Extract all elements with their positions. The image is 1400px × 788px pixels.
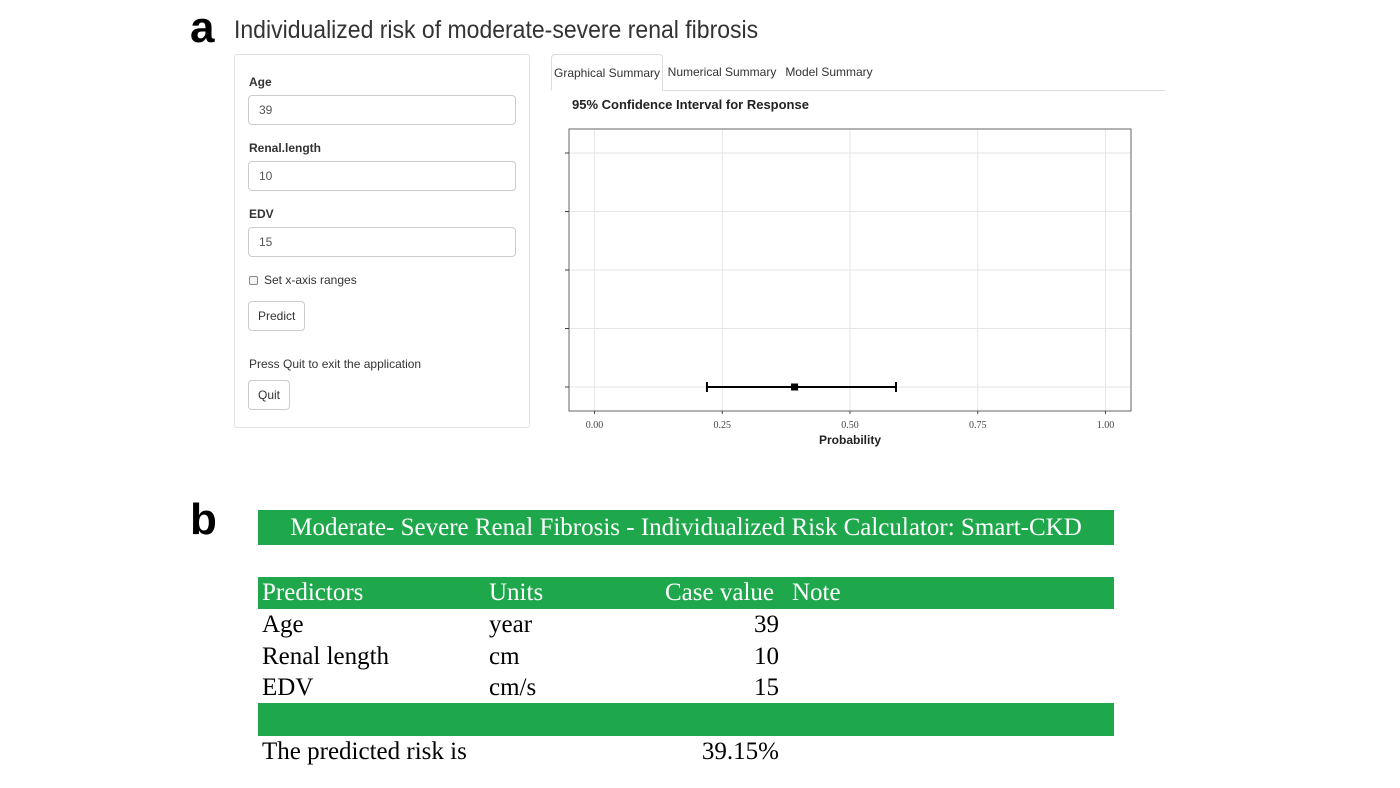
row-renal-length-unit: cm <box>489 643 520 670</box>
edv-input[interactable] <box>248 227 516 257</box>
edv-label: EDV <box>249 207 274 221</box>
x-tick-label: 0.75 <box>969 420 987 431</box>
header-predictors: Predictors <box>262 579 364 606</box>
predicted-risk-value: 39.15% <box>701 738 779 765</box>
quit-help-text: Press Quit to exit the application <box>249 357 422 371</box>
result-separator-bar <box>258 703 1114 736</box>
header-case-value: Case value <box>665 579 774 606</box>
x-axis-ticks: 0.00 0.25 0.50 0.75 1.00 <box>586 411 1114 431</box>
tab-model-summary[interactable]: Model Summary <box>785 65 873 79</box>
panel-letter-b: b <box>190 495 217 544</box>
set-x-axis-ranges-row[interactable]: Set x-axis ranges <box>249 273 357 287</box>
age-label: Age <box>249 75 272 89</box>
x-tick-label: 0.50 <box>841 420 859 431</box>
renal-length-label: Renal.length <box>249 141 322 155</box>
chart-grid <box>569 129 1131 411</box>
row-edv-value: 15 <box>754 674 779 701</box>
row-edv-predictor: EDV <box>262 674 314 701</box>
predict-button[interactable]: Predict <box>248 301 306 331</box>
app-title: Individualized risk of moderate-severe r… <box>234 16 759 44</box>
age-input[interactable] <box>248 95 516 125</box>
row-renal-length-predictor: Renal length <box>262 643 390 670</box>
tab-bar: Graphical Summary Numerical Summary Mode… <box>551 54 1165 91</box>
renal-length-input[interactable] <box>248 161 516 191</box>
row-age-unit: year <box>489 611 533 638</box>
table-header-bar <box>258 577 1114 609</box>
x-tick-label: 1.00 <box>1097 420 1115 431</box>
header-note: Note <box>792 579 841 606</box>
header-units: Units <box>489 579 544 606</box>
tab-numerical-summary[interactable]: Numerical Summary <box>667 65 777 79</box>
predicted-risk-label: The predicted risk is <box>262 738 467 765</box>
row-age-predictor: Age <box>262 611 304 638</box>
row-renal-length-value: 10 <box>754 643 779 670</box>
panel-letter-a: a <box>190 3 215 52</box>
calculator-title: Moderate- Severe Renal Fibrosis - Indivi… <box>258 510 1114 545</box>
chart-title: 95% Confidence Interval for Response <box>572 97 809 112</box>
x-tick-label: 0.25 <box>714 420 732 431</box>
y-axis-ticks <box>565 152 569 388</box>
x-axis-title: Probability <box>819 433 881 447</box>
tab-graphical-summary[interactable]: Graphical Summary <box>551 54 663 91</box>
quit-button[interactable]: Quit <box>248 380 291 410</box>
chart-marks <box>705 382 897 392</box>
set-x-axis-ranges-label: Set x-axis ranges <box>264 273 357 287</box>
point-estimate <box>791 383 799 391</box>
set-x-axis-ranges-checkbox[interactable] <box>249 275 258 285</box>
row-edv-unit: cm/s <box>489 674 537 701</box>
input-sidebar: Age Renal.length EDV Set x-axis ranges P… <box>234 54 530 428</box>
row-age-value: 39 <box>754 611 779 638</box>
x-tick-label: 0.00 <box>586 420 604 431</box>
ci-chart: 0.00 0.25 0.50 0.75 1.00 Probability <box>565 128 1132 447</box>
